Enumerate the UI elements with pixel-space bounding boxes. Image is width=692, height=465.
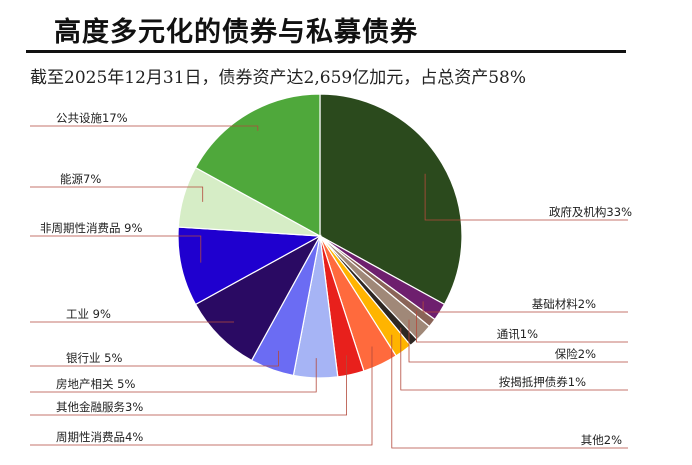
leader-line [30, 125, 259, 131]
pie-slice [194, 234, 322, 362]
leader-line [30, 350, 280, 367]
leader-line [30, 186, 204, 202]
leader-line [30, 235, 202, 263]
leader-line [30, 355, 348, 416]
pie-slice [319, 93, 463, 306]
title-rule [26, 50, 626, 53]
pie-slices [177, 93, 463, 379]
slice-label: 工业 9% [66, 307, 111, 321]
slice-label: 基础材料2% [532, 297, 596, 311]
leader-line [416, 310, 628, 343]
slice-label: 政府及机构33% [549, 205, 632, 219]
leader-line [400, 327, 628, 391]
slice-label: 非周期性消费品 9% [40, 221, 142, 235]
leader-line [424, 173, 628, 221]
leader-line [408, 319, 628, 363]
chart-subtitle: 截至2025年12月31日，债券资产达2,659亿加元，占总资产58% [30, 68, 526, 88]
slice-labels: 政府及机构33% 基础材料2% 通讯1% 保险2% 按揭抵押债券1% 其他2% 周期性消费品… [40, 111, 632, 447]
slice-label: 公共设施17% [56, 111, 128, 125]
leader-line [30, 358, 317, 393]
slice-label: 房地产相关 5% [56, 377, 135, 391]
pie-slice [177, 226, 323, 306]
slice-label: 按揭抵押债券1% [499, 375, 586, 389]
slice-label: 通讯1% [497, 327, 538, 341]
leader-line [391, 334, 628, 449]
slice-label: 周期性消费品4% [56, 430, 143, 444]
slice-label: 保险2% [555, 347, 596, 361]
slice-label: 银行业 5% [66, 351, 122, 365]
slice-label: 其他金融服务3% [56, 400, 143, 414]
chart-title: 高度多元化的债券与私募债券 [54, 17, 418, 48]
slice-label: 其他2% [581, 433, 622, 447]
slice-label: 能源7% [60, 172, 101, 186]
leader-lines [30, 125, 628, 449]
leader-line [30, 346, 373, 446]
leader-line [422, 301, 628, 313]
pie-slice [194, 93, 321, 238]
